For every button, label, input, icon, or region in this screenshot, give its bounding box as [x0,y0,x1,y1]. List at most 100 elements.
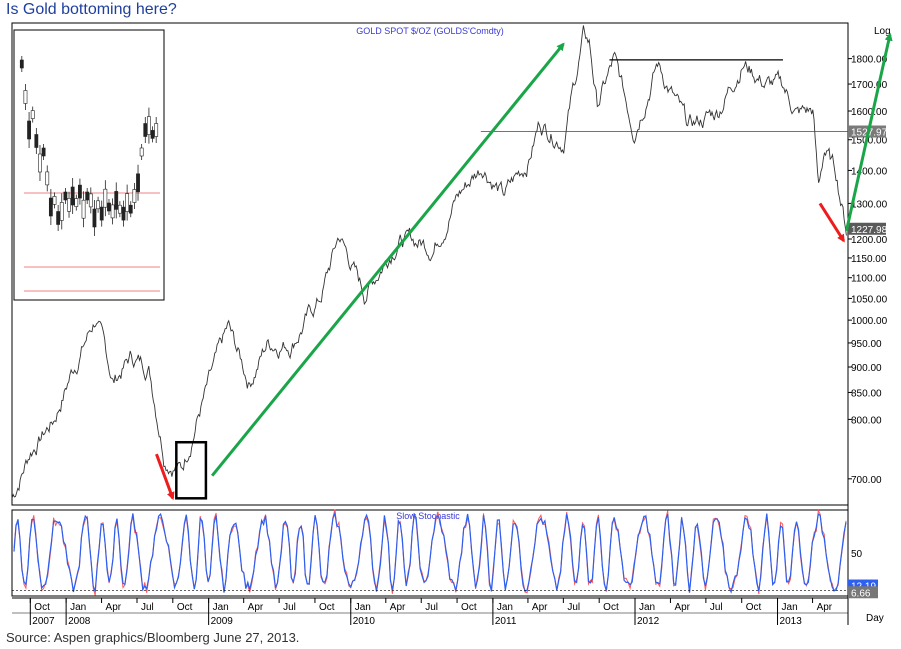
y-tick-label: 850.00 [851,388,882,399]
inset-candle [70,186,75,206]
log-scale-label: Log [874,26,891,37]
y-tick-label: 1300.00 [851,199,888,210]
inset-candle [136,173,140,193]
stoch-frame [11,509,849,597]
x-tick-label: Apr [532,602,548,613]
y-tick-label: 1800.00 [851,55,888,66]
price-line [11,25,847,499]
x-tick-label: Jul [425,602,438,613]
year-label: 2009 [211,616,234,627]
y-tick-label: 800.00 [851,415,882,426]
year-label: 2010 [353,616,376,627]
up-arrow-2013 [844,32,893,232]
x-tick-label: Apr [674,602,690,613]
price-panel: GOLD SPOT $/OZ (GOLDS'Comdty) Log 1800.00 1… [11,22,893,625]
y-tick-label: 1000.00 [851,316,888,327]
down-arrow-2008 [155,453,175,501]
y-tick-label: 1200.00 [851,235,888,246]
inset-candle [103,188,108,208]
x-tick-label: Jan [639,602,655,613]
x-tick-label: Oct [319,602,335,613]
inset-candle [23,90,28,104]
stoch-last-box [848,586,878,599]
inset-candle [88,193,93,208]
inset-candle [19,59,24,69]
inset-candle [99,206,104,221]
down-arrow-2013 [818,202,845,243]
y-tick-label: 1700.00 [851,80,888,91]
inset-candle [67,198,71,212]
x-tick-label: Jul [567,602,580,613]
inset-candle [56,211,61,225]
x-tick-label: Jul [710,602,723,613]
x-axis: Oct Jan Apr Jul Oct Jan Apr Jul Oct Jan Apr Jul Oct J… [12,597,884,627]
bottom-box [175,440,208,500]
year-label: 2013 [780,616,803,627]
inset-candle [59,202,64,221]
inset-candle [92,208,97,228]
inset-candle [78,184,82,199]
x-tick-label: Jan [213,602,229,613]
inset-candle [107,202,111,212]
year-label: 2008 [68,616,91,627]
price-title: GOLD SPOT $/OZ (GOLDS'Comdty) [356,26,504,36]
inset-candle [96,200,100,210]
y-tick-label: 900.00 [851,363,882,374]
x-tick-label: Jan [782,602,798,613]
stoch-fast-line [13,511,847,594]
y-tick-label: 1500.00 [851,136,888,147]
inset-candle [114,191,119,210]
x-tick-label: Jul [283,602,296,613]
x-tick-label: Apr [248,602,264,613]
inset-candle [121,206,126,221]
year-label: 2011 [495,616,517,627]
last-value-box [848,222,886,235]
x-tick-label: Oct [461,602,477,613]
inset-candle [81,199,86,219]
stochastic-panel: Slow Stochastic5012.196.66 [11,508,878,599]
inset-candle [150,130,155,139]
inset-candle [143,123,148,137]
inset-candle [45,171,50,186]
year-label: 2012 [637,616,660,627]
inset-candle [132,189,137,203]
inset-candle [139,147,144,157]
x-tick-label: Apr [106,602,122,613]
y-tick-label: 1050.00 [851,294,888,305]
x-tick-label: Apr [390,602,406,613]
inset-candle [128,204,133,214]
inset-frame [13,29,165,301]
year-label: 2007 [32,616,55,627]
up-arrow-2009-2011 [210,42,565,477]
inset-candle [34,134,39,148]
source-note: Source: Aspen graphics/Bloomberg June 27… [6,630,300,645]
x-tick-label: Jan [355,602,371,613]
inset-candle [27,120,31,140]
inset-candle [52,196,57,205]
y-tick-label: 700.00 [851,475,882,486]
x-tick-label: Oct [177,602,193,613]
stoch-tick-label: 50 [851,549,863,560]
y-tick-label: 1100.00 [851,274,887,285]
x-tick-label: Jul [141,602,154,613]
inset-candle [41,147,46,157]
inset-candle [117,204,122,214]
inset-candle [125,193,130,212]
inset-candle [110,204,115,219]
inset-candle [63,191,68,201]
inset-candle [154,123,159,137]
x-tick-label: Oct [34,602,50,613]
stoch-last-label: 6.66 [851,588,871,599]
y-tick-label: 1150.00 [851,254,887,265]
inset-candle [48,197,53,217]
x-unit-label: Day [866,613,884,624]
x-tick-label: Jan [70,602,86,613]
y-tick-label: 1600.00 [851,107,888,118]
x-tick-label: Jan [497,602,513,613]
stoch-title: Slow Stochastic [396,511,460,521]
chart-headline: Is Gold bottoming here? [6,1,177,18]
y-tick-label: 950.00 [851,339,882,350]
inset-candle [85,191,90,201]
x-tick-label: Oct [746,602,762,613]
y-tick-label: 1400.00 [851,166,888,177]
